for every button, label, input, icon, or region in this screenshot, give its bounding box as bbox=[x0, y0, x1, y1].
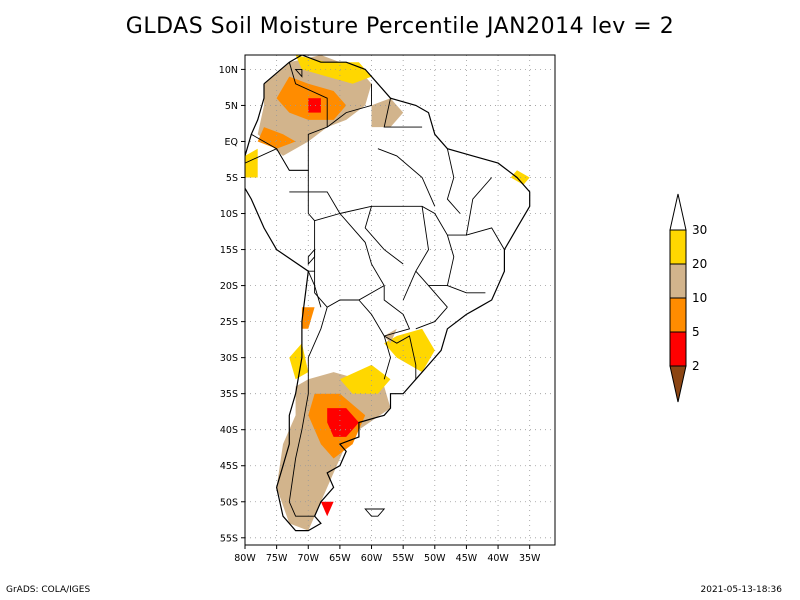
country-border bbox=[383, 335, 417, 380]
lat-tick-label: 40S bbox=[220, 425, 238, 436]
axes: 10N 5N EQ 5S 10S 15S 20S 25S 30S 35S 40S 45S 50S 55S 8… bbox=[219, 65, 541, 564]
map-title: GLDAS Soil Moisture Percentile JAN2014 l… bbox=[125, 14, 675, 39]
country-border bbox=[383, 98, 423, 128]
country-border bbox=[364, 206, 404, 265]
country-border bbox=[428, 285, 448, 308]
percentile-region-c20_30 bbox=[339, 364, 391, 394]
percentile-region-c20_30 bbox=[245, 148, 258, 178]
country-border bbox=[307, 271, 322, 308]
lon-tick-label: 35W bbox=[519, 553, 541, 564]
lake-outline bbox=[307, 248, 316, 266]
country-border bbox=[377, 148, 436, 207]
lat-tick-label: 25S bbox=[220, 317, 238, 328]
lon-tick-label: 55W bbox=[392, 553, 414, 564]
lat-tick-label: 30S bbox=[220, 353, 238, 364]
lat-tick-label: 35S bbox=[220, 389, 238, 400]
colorbar-box-c20_30 bbox=[669, 229, 687, 265]
percentile-shading bbox=[245, 55, 530, 531]
coastline bbox=[245, 55, 531, 532]
colorbar-label: 30 bbox=[692, 223, 707, 237]
country-borders bbox=[245, 62, 505, 517]
coastline-path bbox=[245, 55, 531, 532]
country-border bbox=[288, 307, 328, 517]
lon-tick-label: 50W bbox=[424, 553, 446, 564]
lat-tick-label: 15S bbox=[220, 245, 238, 256]
lat-tick-label: 5N bbox=[225, 101, 238, 112]
percentile-region-c2_5 bbox=[308, 98, 321, 113]
lat-tick-label: 10N bbox=[219, 65, 238, 76]
colorbar-label: 2 bbox=[692, 359, 700, 373]
colorbar-label: 5 bbox=[692, 325, 700, 339]
percentile-region-c10_20 bbox=[384, 328, 397, 344]
lake-outline bbox=[364, 508, 386, 517]
country-border bbox=[446, 148, 461, 214]
footer-credit: GrADS: COLA/IGES bbox=[6, 585, 91, 595]
lon-tick-label: 75W bbox=[266, 553, 288, 564]
country-border bbox=[326, 83, 372, 128]
lat-tick-label: EQ bbox=[225, 137, 238, 148]
lake-outline bbox=[294, 68, 303, 78]
percentile-region-c2_5 bbox=[320, 501, 334, 517]
country-border bbox=[447, 285, 486, 294]
colorbar-box-c10_20 bbox=[669, 263, 687, 299]
country-border bbox=[466, 227, 505, 250]
lon-tick-label: 40W bbox=[487, 553, 509, 564]
country-border bbox=[358, 285, 411, 337]
lat-tick-label: 55S bbox=[220, 533, 238, 544]
colorbar-box-c2_5 bbox=[669, 331, 687, 367]
percentile-region-c20_30 bbox=[295, 55, 372, 84]
lon-tick-label: 80W bbox=[234, 553, 256, 564]
lat-tick-label: 5S bbox=[226, 173, 238, 184]
plot-frame bbox=[244, 54, 556, 546]
country-border bbox=[402, 206, 429, 301]
lat-tick-label: 10S bbox=[220, 209, 238, 220]
percentile-region-c20_30 bbox=[384, 328, 435, 373]
colorbar-top-arrow bbox=[669, 193, 687, 231]
percentile-region-c20_30 bbox=[289, 343, 309, 380]
colorbar-label: 10 bbox=[692, 291, 707, 305]
colorbar: 30 20 10 5 2 bbox=[669, 193, 707, 403]
lat-tick-label: 45S bbox=[220, 461, 238, 472]
lon-tick-label: 65W bbox=[329, 553, 351, 564]
lon-tick-label: 60W bbox=[361, 553, 383, 564]
lon-tick-label: 45W bbox=[456, 553, 478, 564]
footer-timestamp: 2021-05-13-18:36 bbox=[700, 585, 783, 595]
lat-tick-label: 50S bbox=[220, 497, 238, 508]
colorbar-label: 20 bbox=[692, 257, 707, 271]
lat-tick-label: 20S bbox=[220, 281, 238, 292]
colorbar-bottom-arrow bbox=[669, 365, 687, 403]
lon-tick-label: 70W bbox=[298, 553, 320, 564]
country-border bbox=[289, 191, 341, 214]
percentile-region-c5_10 bbox=[301, 307, 315, 329]
country-border bbox=[383, 335, 391, 380]
country-border bbox=[314, 212, 385, 308]
colorbar-box-c5_10 bbox=[669, 297, 687, 333]
country-border bbox=[245, 148, 316, 272]
country-border bbox=[415, 306, 448, 330]
country-border bbox=[465, 177, 493, 236]
